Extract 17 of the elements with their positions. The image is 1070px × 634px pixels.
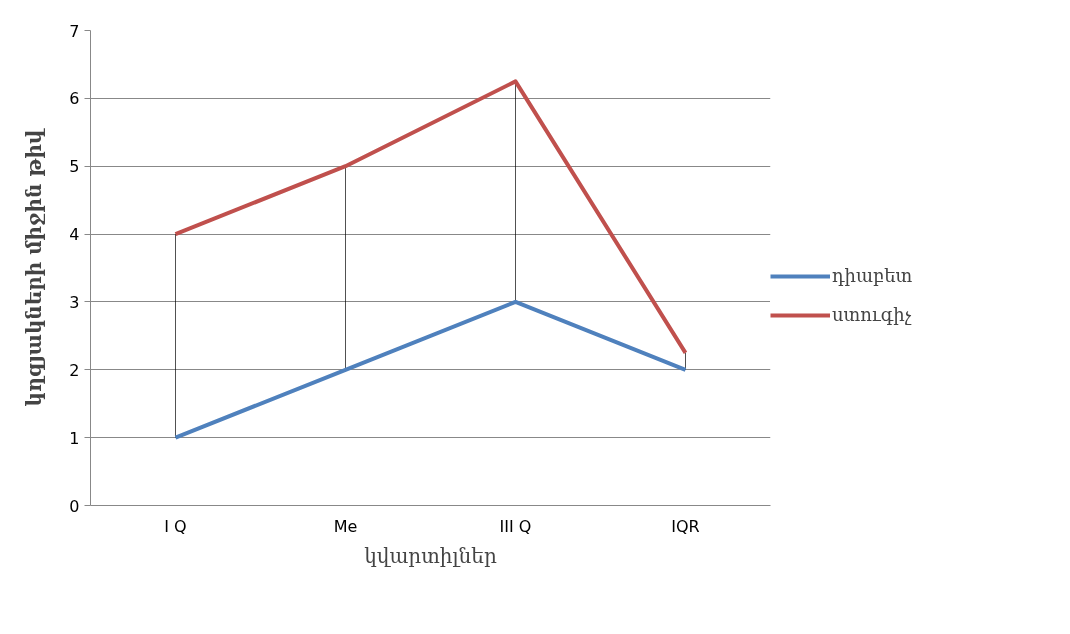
y-tick-label: 6 bbox=[69, 89, 80, 109]
x-axis-title: կվարտիլներ bbox=[364, 543, 497, 568]
x-tick-label: IQR bbox=[671, 516, 700, 536]
y-tick-label: 4 bbox=[69, 225, 80, 245]
legend-label: դիաբետ bbox=[832, 265, 913, 286]
legend-label: ստուգիչ bbox=[832, 304, 912, 325]
line-series bbox=[173, 79, 688, 355]
y-axis-title: կղզյակների միջին թիվ bbox=[22, 128, 47, 407]
y-tick-label: 0 bbox=[69, 496, 80, 516]
x-tick-label: III Q bbox=[499, 516, 532, 536]
x-tick-label: Me bbox=[333, 516, 358, 536]
y-tick-label: 2 bbox=[69, 360, 80, 380]
y-tick-label: 7 bbox=[69, 21, 80, 41]
y-tick-label: 5 bbox=[69, 157, 80, 177]
x-tick-label: I Q bbox=[164, 516, 187, 536]
y-tick-label: 1 bbox=[69, 428, 80, 448]
y-tick-label: 3 bbox=[69, 292, 80, 312]
